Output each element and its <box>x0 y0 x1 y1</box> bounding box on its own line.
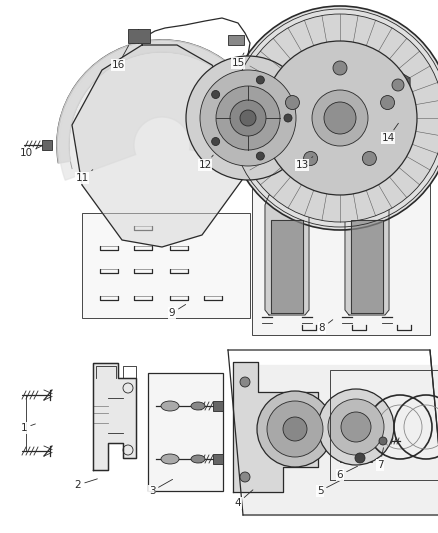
Polygon shape <box>351 220 383 313</box>
Circle shape <box>263 41 417 195</box>
Circle shape <box>341 412 371 442</box>
Text: 3: 3 <box>148 479 173 496</box>
Polygon shape <box>265 195 309 315</box>
Polygon shape <box>345 195 389 315</box>
Circle shape <box>324 102 356 134</box>
Circle shape <box>230 100 266 136</box>
Circle shape <box>240 472 250 482</box>
Polygon shape <box>93 363 136 470</box>
Polygon shape <box>243 365 438 515</box>
Circle shape <box>381 95 395 110</box>
Circle shape <box>256 152 265 160</box>
Circle shape <box>257 391 333 467</box>
Text: 7: 7 <box>377 448 383 470</box>
Circle shape <box>392 79 404 91</box>
Text: 14: 14 <box>381 123 399 143</box>
Circle shape <box>286 95 300 110</box>
Text: 11: 11 <box>75 169 93 183</box>
Circle shape <box>216 86 280 150</box>
Circle shape <box>267 401 323 457</box>
Circle shape <box>228 6 438 230</box>
Bar <box>148 373 223 491</box>
Polygon shape <box>57 40 265 163</box>
Text: 10: 10 <box>19 146 42 158</box>
Text: 8: 8 <box>319 320 333 333</box>
Circle shape <box>200 70 296 166</box>
Polygon shape <box>271 220 303 313</box>
Circle shape <box>355 453 365 463</box>
Polygon shape <box>72 45 247 247</box>
Bar <box>128 29 150 43</box>
Bar <box>213 401 223 411</box>
Text: 15: 15 <box>231 53 245 68</box>
Circle shape <box>312 90 368 146</box>
Ellipse shape <box>161 401 179 411</box>
Text: 16: 16 <box>111 45 129 70</box>
Circle shape <box>240 377 250 387</box>
Circle shape <box>283 417 307 441</box>
Bar <box>330 370 438 480</box>
Circle shape <box>318 389 394 465</box>
Circle shape <box>328 399 384 455</box>
Circle shape <box>256 76 265 84</box>
Text: 12: 12 <box>198 155 213 170</box>
Circle shape <box>333 61 347 75</box>
Circle shape <box>212 138 219 146</box>
Circle shape <box>236 14 438 222</box>
Polygon shape <box>233 362 318 492</box>
Text: 4: 4 <box>235 490 253 508</box>
Circle shape <box>304 151 318 165</box>
Text: 6: 6 <box>337 466 357 480</box>
Text: 9: 9 <box>169 304 186 318</box>
Bar <box>340 392 372 462</box>
Text: 13: 13 <box>295 157 313 170</box>
Text: 2: 2 <box>75 479 97 490</box>
Circle shape <box>212 91 219 99</box>
Bar <box>228 35 244 45</box>
Text: 5: 5 <box>317 479 343 496</box>
Bar <box>42 140 52 150</box>
Bar <box>82 213 250 318</box>
Ellipse shape <box>161 454 179 464</box>
Bar <box>252 173 430 335</box>
Ellipse shape <box>191 455 205 463</box>
Bar <box>213 454 223 464</box>
Text: 1: 1 <box>21 423 35 433</box>
Ellipse shape <box>191 402 205 410</box>
Circle shape <box>186 56 310 180</box>
Circle shape <box>284 114 292 122</box>
Polygon shape <box>59 42 265 180</box>
Circle shape <box>379 437 387 445</box>
Circle shape <box>362 151 376 165</box>
Circle shape <box>240 110 256 126</box>
